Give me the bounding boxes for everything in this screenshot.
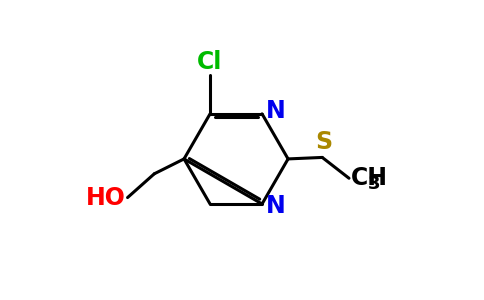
Text: HO: HO <box>86 186 126 210</box>
Text: N: N <box>266 100 286 124</box>
Text: CH: CH <box>350 166 388 190</box>
Text: 3: 3 <box>368 175 380 193</box>
Text: Cl: Cl <box>197 50 223 74</box>
Text: S: S <box>315 130 333 154</box>
Text: N: N <box>266 194 286 218</box>
